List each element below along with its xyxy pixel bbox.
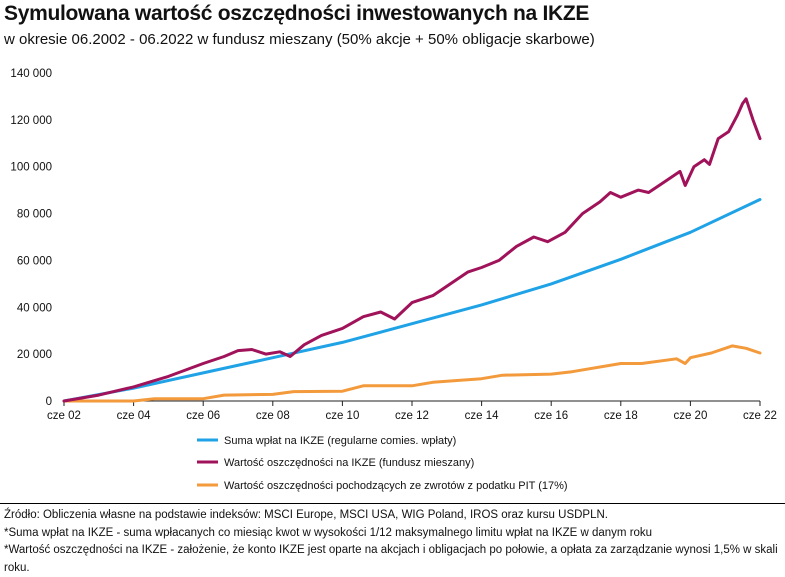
note-line: *Wartość oszczędności na IKZE - założeni… [4,544,778,574]
source-line: Źródło: Obliczenia własne na podstawie i… [4,509,608,521]
series-line-0 [62,198,762,403]
x-tick-label: cze 18 [604,410,638,422]
divider-top [0,503,785,504]
x-tick-label: cze 12 [395,410,429,422]
chart-subtitle: w okresie 06.2002 - 06.2022 w fundusz mi… [4,31,595,48]
chart-title: Symulowana wartość oszczędności inwestow… [4,2,590,25]
y-tick-label: 40 000 [17,302,52,314]
x-tick-label: cze 08 [256,410,290,422]
x-tick-label: cze 16 [534,410,568,422]
legend-label: Suma wpłat na IKZE (regularne comies. wp… [224,435,456,447]
y-tick-label: 140 000 [10,68,52,80]
x-tick-label: cze 14 [465,410,499,422]
x-tick-label: cze 04 [117,410,151,422]
legend-label: Wartość oszczędności pochodzących ze zwr… [224,480,568,492]
y-tick-label: 100 000 [10,162,52,174]
y-tick-label: 20 000 [17,349,52,361]
note-line: *Suma wpłat na IKZE - suma wpłacanych co… [4,526,653,539]
x-tick-label: cze 20 [673,410,707,422]
series-line-1 [62,97,762,403]
x-tick-label: cze 22 [743,410,777,422]
y-tick-label: 0 [46,396,52,408]
source-notes: Źródło: Obliczenia własne na podstawie i… [4,507,780,577]
line-chart: 0 20 000 40 000 60 000 80 000 100 000 120 000 1… [10,68,777,492]
y-tick-label: 80 000 [17,209,52,221]
series-line-2 [62,344,762,403]
y-tick-label: 60 000 [17,255,52,267]
legend-label: Wartość oszczędności na IKZE (fundusz mi… [224,457,474,469]
x-tick-label: cze 06 [186,410,220,422]
y-tick-label: 120 000 [10,115,52,127]
x-tick-label: cze 10 [325,410,359,422]
x-tick-label: cze 02 [47,410,81,422]
